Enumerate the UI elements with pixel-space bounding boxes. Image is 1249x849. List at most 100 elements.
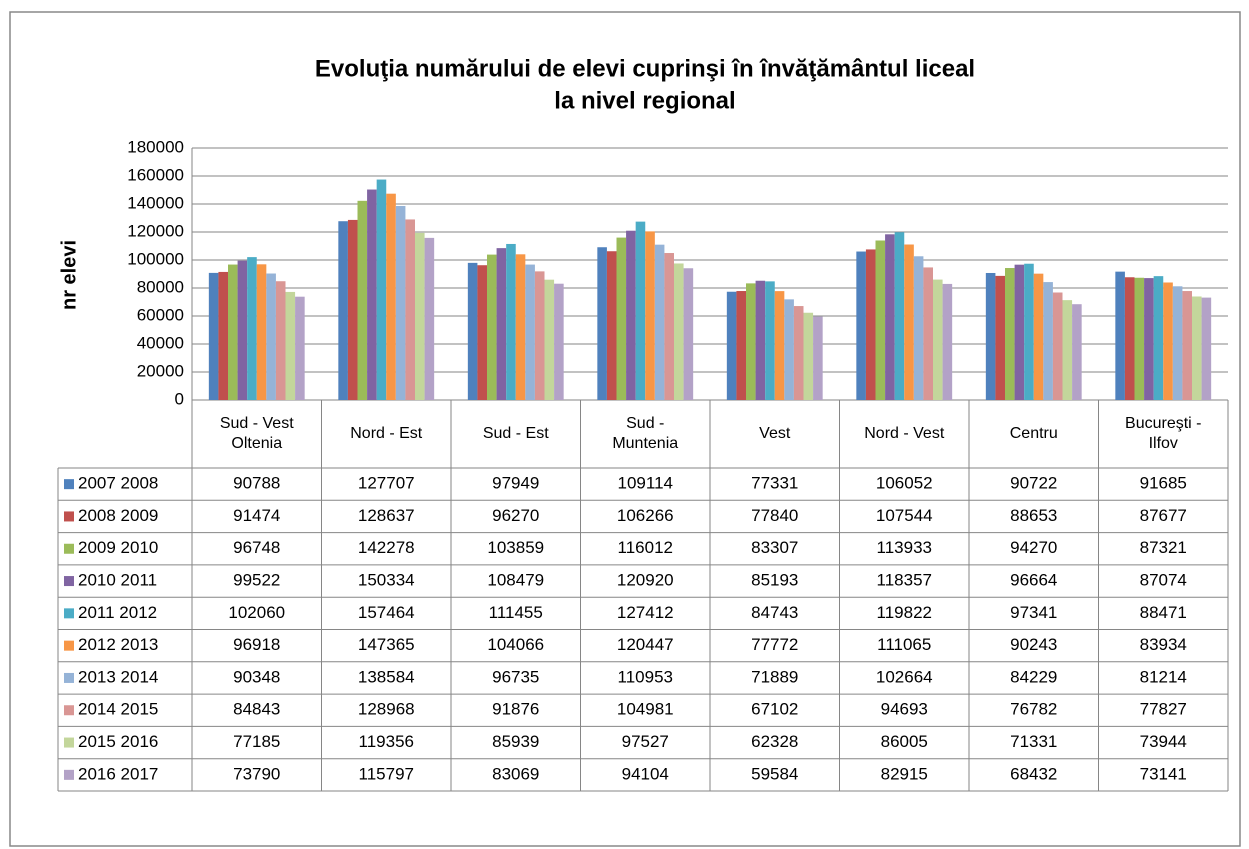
table-value: 77772 [751,635,798,654]
bar [395,205,406,400]
legend-label: 2012 2013 [78,635,158,654]
bar [1182,291,1192,400]
bar [534,271,545,400]
table-value: 147365 [358,635,415,654]
table-value: 97949 [492,474,539,493]
bar [1052,292,1063,400]
table-value: 96748 [233,538,280,557]
table-value: 84743 [751,603,798,622]
bar [746,283,756,400]
bar [357,200,368,400]
bar [803,312,814,400]
table-value: 110953 [618,667,673,686]
bar [774,291,785,400]
frame [9,11,1241,847]
legend-label: 2009 2010 [78,538,158,557]
bar [266,273,276,400]
bar [506,243,516,400]
y-axis-label: nr elevi [58,240,80,310]
table-value: 84229 [1010,667,1057,686]
bar [1124,277,1135,400]
table-value: 111065 [877,635,931,654]
legend-key [64,511,74,522]
bar [635,221,646,400]
bar [525,264,535,400]
bar [683,268,694,400]
legend-label: 2014 2015 [78,700,158,719]
y-tick-label: 160000 [127,165,184,184]
table-value: 87074 [1140,571,1187,590]
legend-key [64,543,74,554]
table-value: 76782 [1010,700,1057,719]
bar [1014,264,1025,400]
table-value: 90788 [233,474,280,493]
y-tick-label: 140000 [127,193,184,212]
bar [606,251,617,400]
x-tick-label: Bucureşti - Ilfov [1125,415,1202,452]
bar [347,219,358,400]
table-value: 119356 [359,732,414,751]
table-value: 82915 [881,764,928,783]
table-value: 87321 [1140,538,1187,557]
table-value: 71889 [751,667,798,686]
legend-key [64,769,74,780]
bar [645,231,655,400]
bar [247,257,257,400]
x-tick-label: Nord - Vest [864,425,945,442]
y-tick-label: 80000 [137,277,184,296]
table-value: 59584 [751,764,798,783]
bar [673,263,684,400]
table-value: 90348 [233,667,280,686]
bar [985,272,996,400]
y-tick-label: 0 [175,389,184,408]
legend-label: 2010 2011 [78,571,157,590]
legend-label: 2013 2014 [78,667,158,686]
bar [626,230,636,400]
table-value: 96918 [233,635,280,654]
bar [237,260,248,400]
bar [405,219,415,400]
y-tick-label: 120000 [127,221,184,240]
bar [793,306,804,400]
table-value: 128968 [358,700,415,719]
table-value: 104981 [617,700,674,719]
legend-label: 2008 2009 [78,506,158,525]
table-value: 104066 [487,635,544,654]
table-value: 77840 [751,506,798,525]
table-value: 97341 [1010,603,1057,622]
table-value: 115797 [359,764,414,783]
table-value: 90243 [1010,635,1057,654]
table-value: 77331 [751,474,798,493]
table-value: 87677 [1140,506,1187,525]
chart-subtitle: la nivel regional [554,87,735,114]
table-value: 94270 [1010,538,1057,557]
bar [1134,277,1145,400]
table-value: 138584 [358,667,415,686]
table-value: 108479 [487,571,544,590]
legend-key [64,479,74,490]
bar [1062,300,1073,400]
table-value: 96735 [492,667,539,686]
table-value: 97527 [622,732,669,751]
table-value: 91685 [1140,474,1187,493]
table-value: 102664 [876,667,933,686]
legend-label: 2007 2008 [78,474,158,493]
table-value: 85193 [751,571,798,590]
table-value: 113933 [877,538,932,557]
bar [228,264,238,400]
bar [208,272,219,400]
legend-label: 2016 2017 [78,764,158,783]
y-tick-label: 20000 [137,361,184,380]
bar [904,244,914,400]
bar [1163,282,1173,400]
bar [942,283,953,400]
table-value: 127707 [358,474,415,493]
x-tick-label: Vest [759,425,791,442]
table-value: 88653 [1010,506,1057,525]
bar [654,244,665,400]
bar [487,254,497,400]
bar [1115,271,1125,400]
bar [865,249,876,400]
